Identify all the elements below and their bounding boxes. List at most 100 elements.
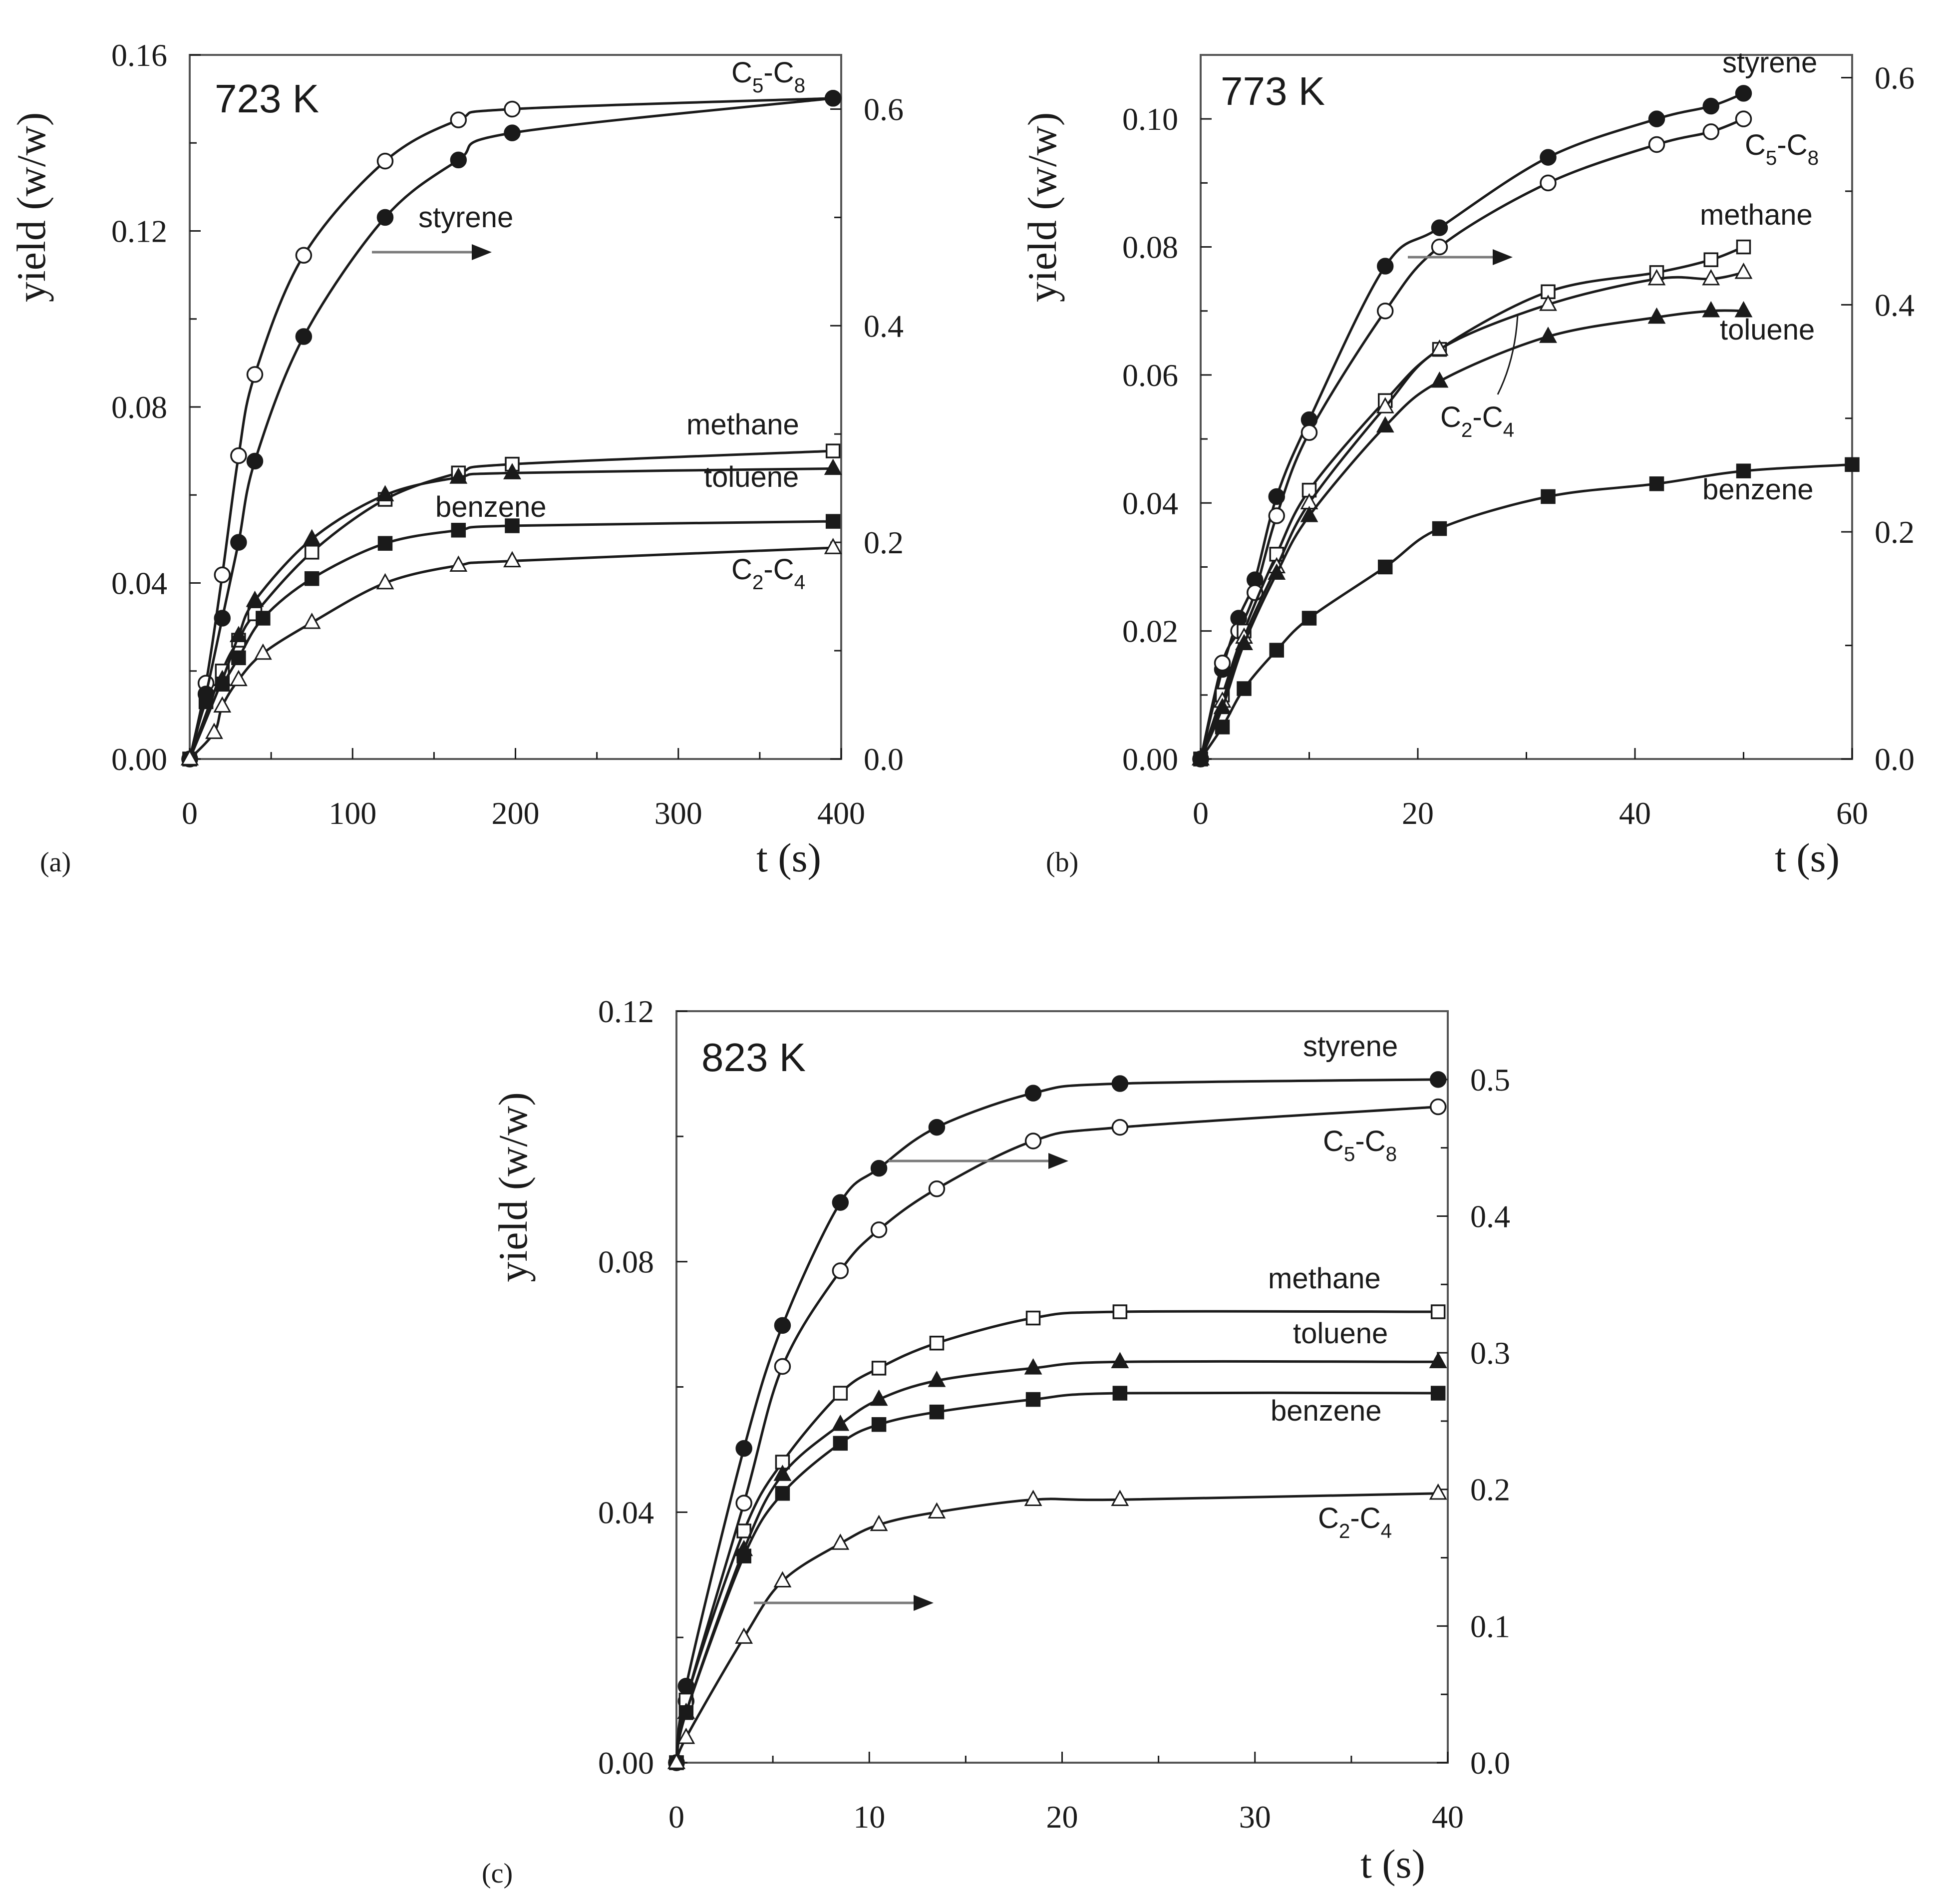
series-label: styrene (1303, 1030, 1398, 1063)
y-tick-label: 0.00 (111, 742, 167, 777)
data-point (677, 1727, 695, 1744)
y2-tick-label: 0.1 (1470, 1608, 1510, 1644)
data-point (1024, 1490, 1042, 1506)
data-point (775, 1486, 790, 1501)
data-point (181, 749, 199, 765)
y2-tick-label: 0.0 (1875, 742, 1915, 777)
x-tick-label: 60 (1836, 795, 1868, 831)
series-styrene: styrene (1192, 46, 1817, 767)
data-point (504, 100, 521, 118)
data-point (735, 1495, 752, 1512)
data-point (503, 551, 521, 568)
data-point (870, 1515, 888, 1531)
series-line (675, 1106, 1438, 1763)
x-tick-label: 20 (1402, 795, 1434, 831)
data-point (1025, 1310, 1041, 1326)
y-tick-label: 0.08 (111, 389, 167, 425)
data-point (303, 612, 321, 629)
data-point (1301, 611, 1317, 626)
data-point (449, 467, 468, 484)
data-point (1430, 1386, 1446, 1401)
data-point (376, 573, 394, 590)
y2-tick-label: 0.2 (1875, 514, 1915, 550)
data-point (870, 1389, 888, 1406)
data-point (1702, 123, 1719, 140)
data-point (1024, 1358, 1042, 1375)
series-label: toluene (1720, 314, 1815, 346)
series-line (675, 1310, 1438, 1763)
y-tick-label: 0.02 (1122, 614, 1178, 649)
x-tick-label: 0 (1193, 795, 1209, 831)
data-point (246, 590, 264, 607)
data-point (376, 152, 394, 170)
data-point (929, 1335, 945, 1351)
data-point (1541, 489, 1556, 504)
x-tick-label: 10 (853, 1799, 885, 1835)
series-label: methane (1700, 199, 1813, 231)
x-tick-label: 30 (1239, 1799, 1271, 1835)
data-point (1300, 424, 1318, 441)
panel-label: (b) (1046, 847, 1078, 878)
data-point (1429, 1352, 1447, 1369)
series-c2-c4: C2-C4 (667, 1483, 1447, 1769)
y2-tick-label: 0.2 (864, 525, 904, 560)
series-label: styrene (418, 201, 513, 234)
series-label: C5-C8 (1323, 1125, 1397, 1165)
series-label: styrene (1722, 46, 1817, 79)
series-methane: methane (669, 1262, 1446, 1770)
series-c2-c4: C2-C4 (181, 538, 842, 765)
data-point (1111, 1352, 1129, 1369)
data-point (1300, 505, 1318, 522)
data-point (505, 518, 520, 533)
data-point (1648, 110, 1665, 127)
data-point (1429, 1098, 1447, 1116)
data-point (1268, 563, 1286, 580)
series-label: benzene (1271, 1395, 1382, 1427)
plot-frame (189, 54, 842, 760)
x-tick-label: 300 (654, 795, 702, 831)
x-tick-label: 40 (1432, 1799, 1464, 1835)
panel-label: (c) (482, 1858, 513, 1889)
series-benzene: benzene (182, 491, 841, 766)
data-point (870, 1159, 888, 1177)
series-label: C2-C4 (1318, 1502, 1392, 1542)
data-point (1376, 397, 1394, 413)
data-point (229, 670, 248, 687)
data-point (376, 485, 394, 501)
y-axis-label: yield (w/w) (8, 112, 54, 302)
data-point (1649, 476, 1664, 491)
y-tick-label: 0.08 (1122, 230, 1178, 265)
data-point (1429, 1071, 1447, 1088)
data-point (831, 1414, 850, 1431)
panel-title: 823 K (701, 1035, 806, 1080)
y2-tick-label: 0.6 (1875, 60, 1915, 95)
data-point (832, 1194, 849, 1211)
plot-frame (675, 1010, 1449, 1764)
data-point (214, 610, 231, 627)
y-tick-label: 0.04 (111, 566, 167, 601)
data-point (1703, 252, 1718, 267)
right-axis-arrow (889, 1153, 1068, 1169)
data-point (451, 523, 466, 538)
series-toluene: toluene (667, 1317, 1447, 1769)
series-label: benzene (1702, 473, 1814, 506)
right-axis-arrow (372, 244, 492, 260)
data-point (928, 1502, 946, 1519)
series-label: toluene (704, 461, 799, 493)
x-tick-label: 400 (817, 795, 865, 831)
data-point (229, 626, 248, 642)
data-point (230, 447, 247, 464)
data-point (1215, 720, 1230, 735)
data-point (773, 1571, 792, 1587)
data-point (1539, 327, 1557, 343)
data-point (1214, 654, 1231, 672)
data-point (735, 1440, 752, 1457)
data-point (774, 1317, 791, 1334)
data-point (1539, 294, 1557, 311)
data-point (1735, 110, 1752, 127)
x-axis-label: t (s) (1775, 835, 1840, 880)
data-point (1268, 507, 1285, 524)
data-point (1734, 262, 1753, 279)
series-label: C2-C4 (731, 553, 805, 594)
data-point (231, 650, 246, 666)
